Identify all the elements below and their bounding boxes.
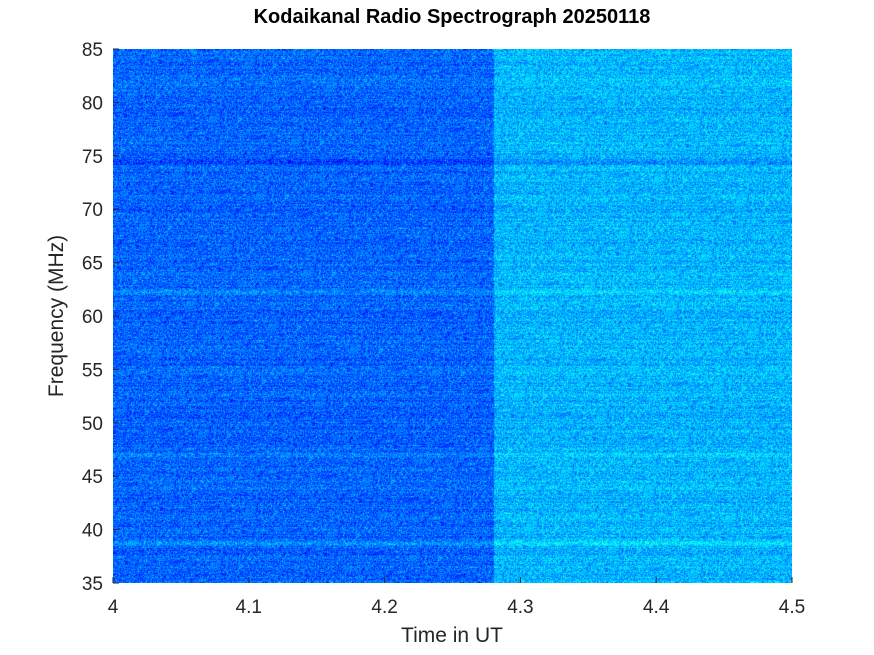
x-tick-label: 4.3	[507, 597, 533, 618]
x-axis-label: Time in UT	[401, 624, 503, 647]
y-tick-label: 45	[82, 467, 103, 488]
x-tick-label: 4	[108, 597, 119, 618]
x-tick-label: 4.5	[779, 597, 805, 618]
x-tick-label: 4.4	[643, 597, 670, 618]
y-tick-label: 55	[82, 360, 103, 381]
y-tick-label: 80	[82, 93, 103, 114]
x-tick-label: 4.2	[371, 597, 397, 618]
chart-title: Kodaikanal Radio Spectrograph 20250118	[254, 6, 651, 28]
y-tick-label: 75	[82, 147, 103, 168]
y-tick-label: 50	[82, 414, 103, 435]
y-tick-label: 70	[82, 200, 103, 221]
x-axis: 4 4.1 4.2 4.3 4.4 4.5	[108, 577, 805, 618]
y-tick-label: 65	[82, 254, 103, 275]
y-axis: 35 40 45 50 55 60 65 70 75 80 85	[82, 40, 119, 595]
spectrogram-image	[113, 49, 792, 583]
y-axis-label: Frequency (MHz)	[45, 235, 68, 397]
x-tick-label: 4.1	[236, 597, 262, 618]
y-tick-label: 85	[82, 40, 103, 61]
y-tick-label: 35	[82, 574, 103, 595]
y-tick-label: 40	[82, 521, 103, 542]
y-tick-label: 60	[82, 307, 103, 328]
